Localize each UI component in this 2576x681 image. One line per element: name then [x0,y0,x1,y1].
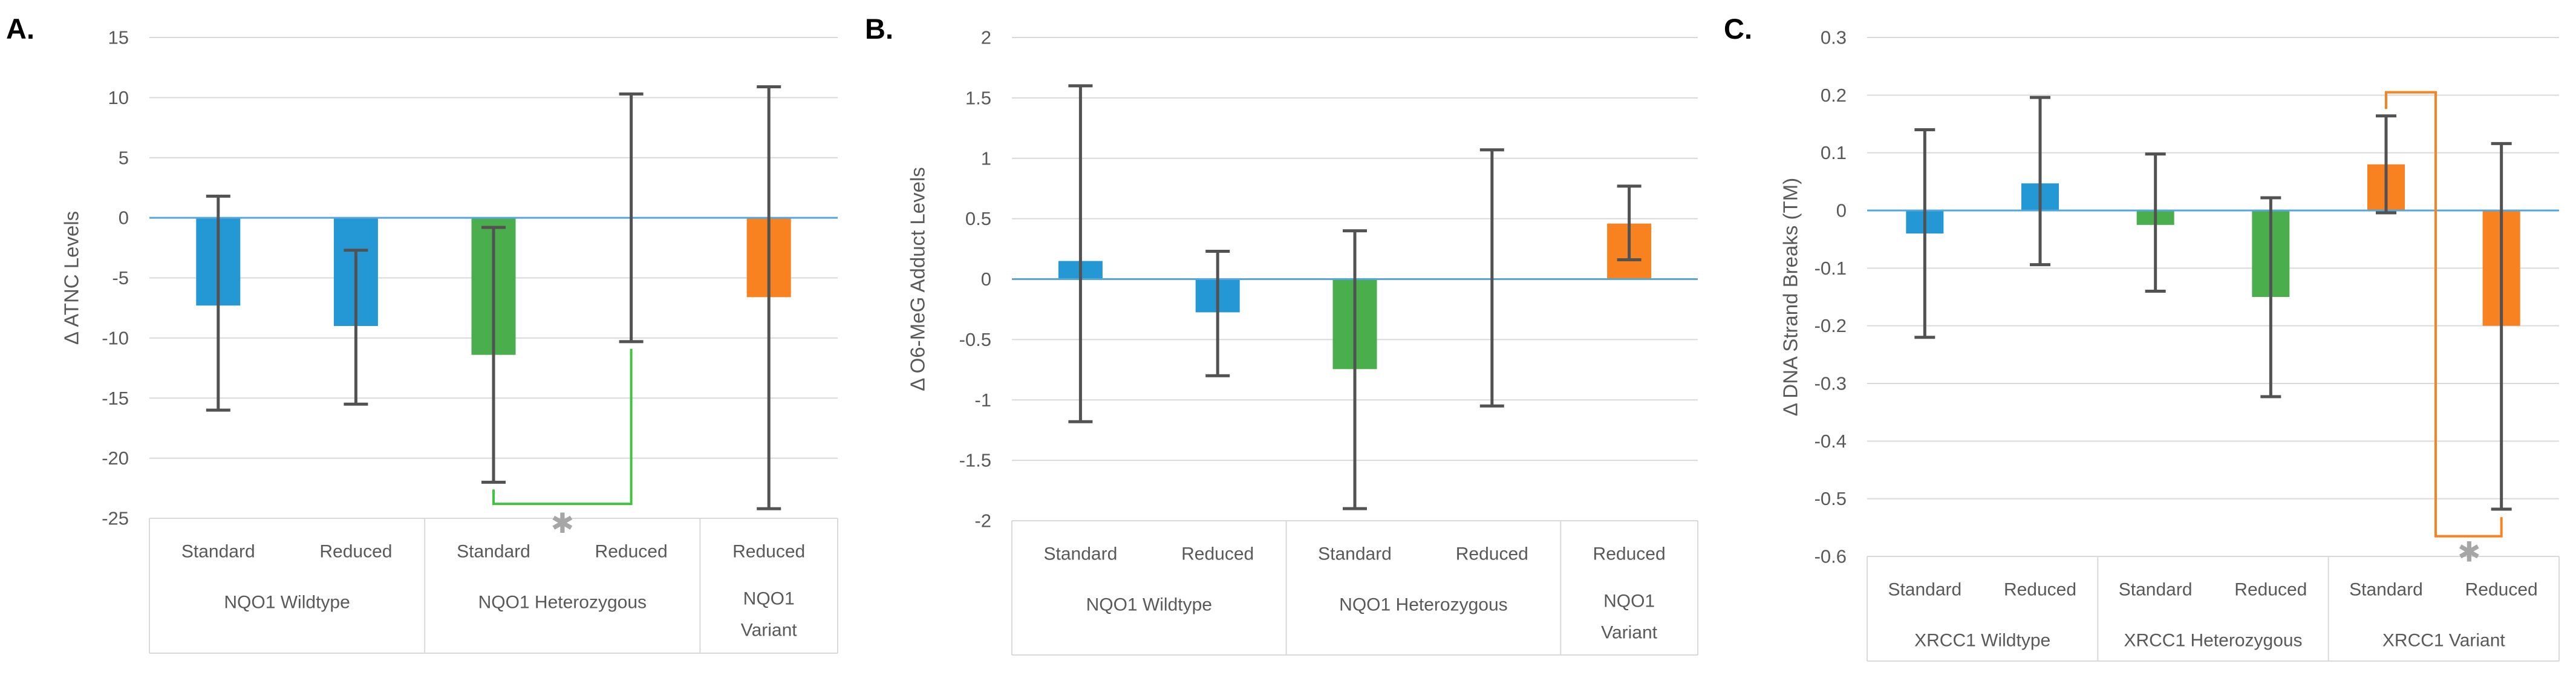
y-tick-label: -5 [112,267,129,288]
category-label: Reduced [1593,544,1666,564]
category-label: Reduced [732,542,805,562]
y-tick-label: 10 [108,87,129,108]
y-tick-label: 5 [119,147,129,168]
category-label: Reduced [595,542,668,562]
category-label: Standard [1044,544,1118,564]
group-label: NQO1 Wildtype [1086,595,1212,615]
significance-bracket [492,348,633,506]
group-label: NQO1 Heterozygous [1339,595,1507,615]
y-tick-label: 15 [108,27,129,48]
y-tick-label: -0.1 [1815,258,1847,279]
y-axis-title: Δ O6-MeG Adduct Levels [907,167,929,391]
chart-panel-c: 0.3 0.2 0.1 0 -0.1 -0.2 -0.3 -0.4 -0.5 -0.6 Δ DNA … [1724,13,2560,662]
category-label: Standard [2349,580,2423,600]
y-tick-label: 1 [981,148,991,169]
y-tick-label: 0 [119,207,129,229]
y-tick-label: -2 [974,510,991,532]
y-tick-label: 0.5 [965,208,991,229]
y-tick-label: -0.2 [1815,315,1847,336]
group-label: NQO1 Heterozygous [478,593,647,613]
panel-letter: B. [865,13,893,45]
y-tick-label: 0.3 [1821,27,1847,48]
group-label-line: NQO1 [743,589,795,609]
significance-asterisk: ✱ [2457,536,2481,567]
group-label: XRCC1 Variant [2382,631,2506,651]
y-tick-label: -0.5 [959,329,991,350]
y-tick-label: 2 [981,27,991,48]
group-label: NQO1 Wildtype [224,593,350,613]
y-tick-label: -1 [974,389,991,411]
y-tick-label: 0.2 [1821,85,1847,106]
significance-asterisk: ✱ [551,507,575,539]
group-label: XRCC1 Heterozygous [2124,631,2302,651]
group-label-line: Variant [741,621,797,640]
chart-panel-a: 15 10 5 0 -5 -10 -15 -20 -25 Δ ATNC Levels A. Stand… [6,13,838,654]
category-label: Reduced [2004,580,2076,600]
category-label: Standard [1318,544,1392,564]
category-label: Standard [2119,580,2193,600]
y-tick-label: -20 [102,448,129,469]
category-label: Standard [457,542,530,562]
chart-panel-b: 2 1.5 1 0.5 0 -0.5 -1 -1.5 -2 Δ O6-MeG Adduct Lev… [865,13,1698,656]
panel-letter: C. [1724,13,1752,45]
y-tick-label: 1.5 [965,87,991,108]
y-tick-label: 0.1 [1821,142,1847,163]
category-label: Standard [1888,580,1961,600]
category-label: Reduced [1181,544,1254,564]
y-axis-title: Δ DNA Strand Breaks (TM) [1779,178,1802,416]
y-tick-label: -25 [102,508,129,529]
y-tick-label: 0 [1836,200,1847,221]
y-tick-label: -15 [102,388,129,409]
category-label: Reduced [319,542,392,562]
y-tick-label: -10 [102,327,129,348]
y-axis-title: Δ ATNC Levels [60,211,83,345]
group-label-line: NQO1 [1603,591,1655,611]
y-tick-label: -1.5 [959,450,991,471]
panel-letter: A. [6,13,34,45]
group-label-line: Variant [1601,623,1657,643]
y-tick-label: -0.4 [1815,431,1847,452]
y-tick-label: -0.6 [1815,546,1847,567]
y-tick-label: -0.5 [1815,488,1847,509]
category-label: Standard [181,542,255,562]
category-label: Reduced [2234,580,2307,600]
y-tick-label: -0.3 [1815,373,1847,394]
y-tick-label: 0 [981,269,991,290]
significance-bracket [2385,91,2503,538]
group-label: XRCC1 Wildtype [1914,631,2050,651]
category-label: Reduced [2465,580,2538,600]
category-label: Reduced [1456,544,1528,564]
